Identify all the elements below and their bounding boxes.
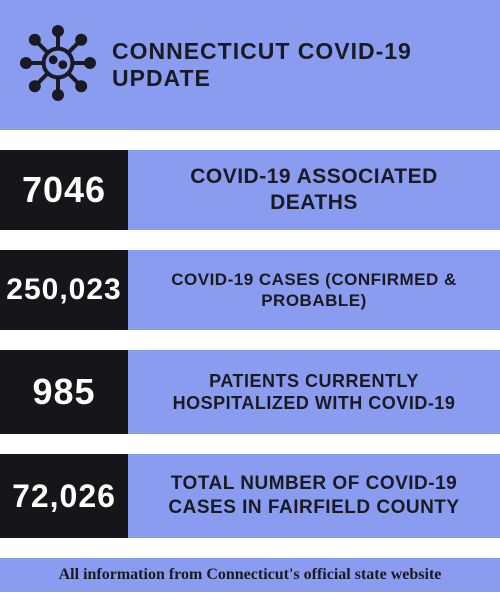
page-title: CONNECTICUT COVID-19 UPDATE xyxy=(112,38,482,92)
stat-label: COVID-19 CASES (CONFIRMED & PROBABLE) xyxy=(128,250,500,330)
stat-row: 985PATIENTS CURRENTLY HOSPITALIZED WITH … xyxy=(0,350,500,434)
stat-label: COVID-19 ASSOCIATED DEATHS xyxy=(128,150,500,230)
stat-label: PATIENTS CURRENTLY HOSPITALIZED WITH COV… xyxy=(128,350,500,434)
stat-row: 7046COVID-19 ASSOCIATED DEATHS xyxy=(0,150,500,230)
stat-value: 250,023 xyxy=(0,250,128,330)
virus-icon xyxy=(18,23,98,108)
stat-value: 7046 xyxy=(0,150,128,230)
stat-label: TOTAL NUMBER OF COVID-19 CASES IN FAIRFI… xyxy=(128,454,500,538)
stat-value: 72,026 xyxy=(0,454,128,538)
header-band: CONNECTICUT COVID-19 UPDATE xyxy=(0,0,500,130)
stat-row: 72,026TOTAL NUMBER OF COVID-19 CASES IN … xyxy=(0,454,500,538)
footer-source: All information from Connecticut's offic… xyxy=(0,558,500,592)
stat-row: 250,023COVID-19 CASES (CONFIRMED & PROBA… xyxy=(0,250,500,330)
stat-value: 985 xyxy=(0,350,128,434)
